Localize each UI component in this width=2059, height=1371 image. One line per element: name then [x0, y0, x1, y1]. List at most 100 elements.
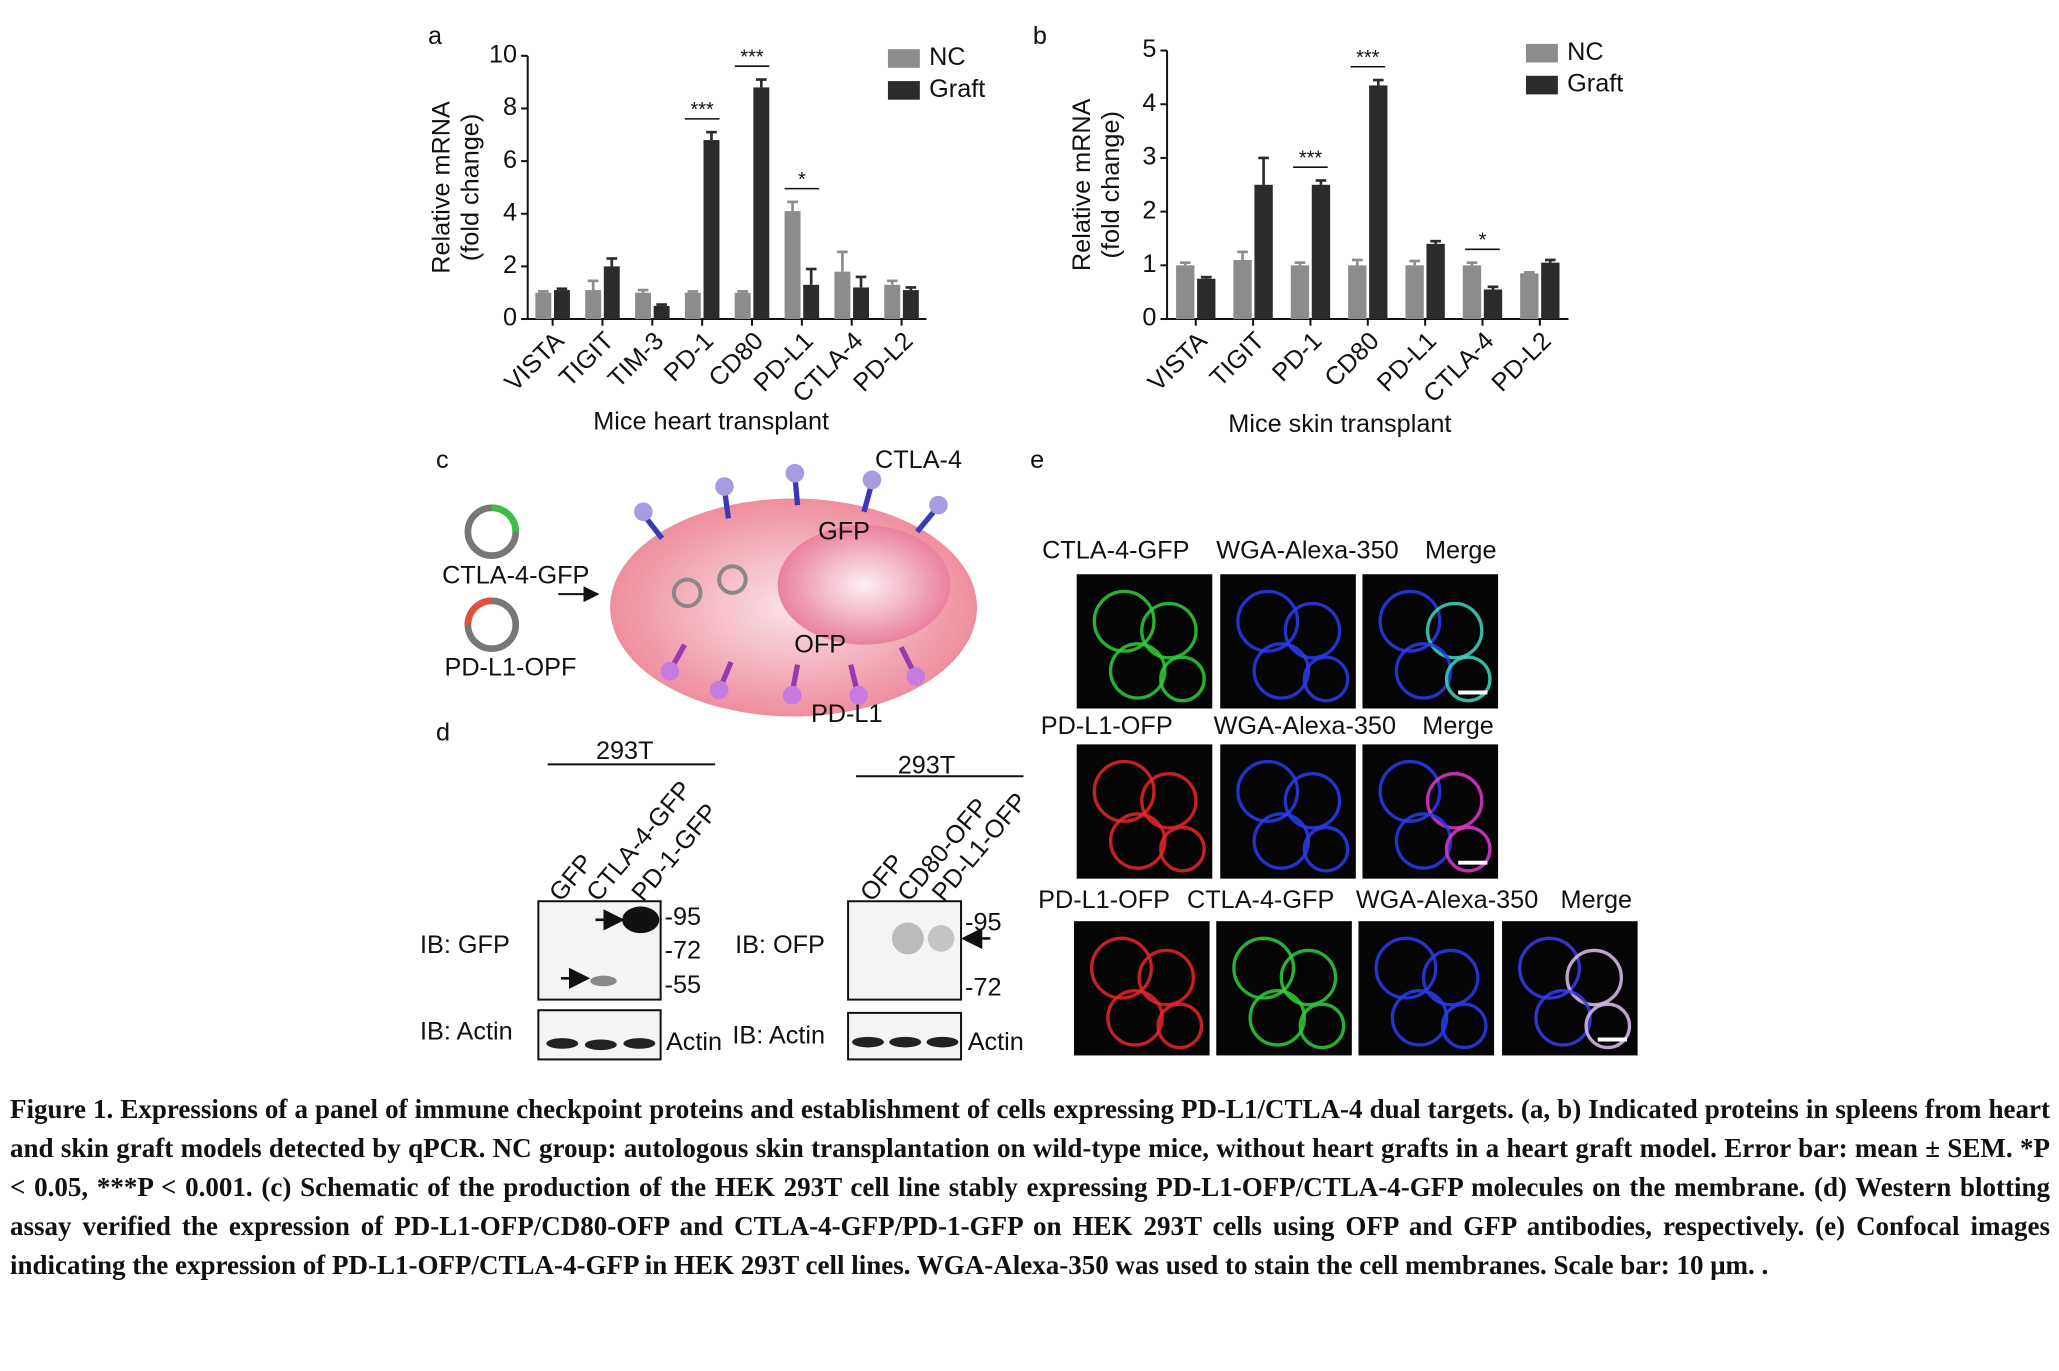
- western-blot: d 293T GFP CTLA-4-GFP PD-1-GFP -95 -72 -…: [420, 718, 1033, 1061]
- cell-outline: [1252, 812, 1311, 870]
- legend-swatch: [887, 49, 920, 68]
- bar: [1348, 265, 1367, 320]
- y-axis-label: Relative mRNA: [427, 101, 455, 274]
- marker-label: -72: [665, 936, 702, 964]
- diagram-label: OFP: [794, 631, 846, 659]
- cell-outline: [1444, 655, 1492, 703]
- y-tick-label: 0: [1142, 304, 1156, 332]
- ib-label: IB: OFP: [735, 931, 825, 959]
- plasmid: [671, 577, 703, 609]
- channel-label: CTLA-4-GFP: [1042, 536, 1189, 564]
- channel-label: CTLA-4-GFP: [1187, 886, 1334, 914]
- cell-outline: [1156, 1002, 1204, 1050]
- nucleus: [777, 525, 951, 645]
- panel-label: e: [1030, 446, 1044, 474]
- cell-outline: [1236, 589, 1300, 653]
- plasmid-insert: [491, 504, 520, 532]
- diagram-label: GFP: [818, 518, 870, 546]
- bar: [1520, 273, 1539, 320]
- bar: [1405, 265, 1424, 320]
- cell-outline: [1378, 759, 1442, 823]
- bar: [553, 290, 570, 320]
- x-tick-label: VISTA: [499, 327, 569, 397]
- x-tick-label: TIM-3: [603, 327, 669, 393]
- bar: [1197, 278, 1216, 320]
- cell-outline: [1298, 1002, 1346, 1050]
- plasmid-insert: [464, 597, 493, 625]
- significance-label: ***: [1299, 147, 1323, 169]
- panel-label: a: [428, 22, 443, 50]
- bar: [753, 87, 770, 320]
- bar: [1311, 184, 1331, 320]
- y-tick-label: 4: [1142, 89, 1156, 117]
- confocal: e CTLA-4-GFP WGA-Alexa-350 Merge PD-L1-O…: [1030, 446, 1638, 1056]
- bar: [784, 211, 801, 320]
- cell-outline: [1140, 601, 1198, 660]
- cell-outline: [1236, 759, 1300, 823]
- channel-label: PD-L1-OFP: [1041, 712, 1173, 740]
- significance-label: ***: [1356, 47, 1380, 69]
- bar: [1254, 184, 1273, 320]
- channel-label: Merge: [1425, 536, 1497, 564]
- cell-outline: [1108, 642, 1167, 700]
- diagram: c CTLA-4-GFP PD-L1-OPF CTLA-4 GFP OFP: [436, 446, 977, 728]
- cell-outline: [1425, 601, 1484, 660]
- panel-label: b: [1033, 22, 1047, 50]
- bar: [635, 292, 651, 320]
- marker-label: -72: [965, 974, 1002, 1002]
- bar: [1233, 259, 1252, 320]
- cell-outline: [1302, 825, 1350, 873]
- cell-outline: [1106, 989, 1164, 1047]
- bar: [902, 290, 919, 320]
- channel-label: WGA-Alexa-350: [1356, 886, 1538, 914]
- bar: [884, 284, 901, 320]
- cell-outline: [1425, 771, 1484, 830]
- cell-outline: [1283, 601, 1342, 660]
- cell-line-label: 293T: [596, 737, 654, 765]
- bar: [603, 266, 620, 320]
- significance-label: *: [1479, 230, 1487, 252]
- actin-label: Actin: [968, 1028, 1024, 1056]
- caption: Figure 1. Expressions of a panel of immu…: [10, 1094, 2050, 1280]
- cell-outline: [1140, 771, 1198, 830]
- cell-outline: [1394, 812, 1453, 870]
- y-tick-label: 1: [1142, 250, 1156, 278]
- marker-label: -55: [665, 971, 702, 999]
- actin-bands: [852, 1036, 959, 1048]
- marker-label: -95: [965, 909, 1002, 937]
- y-axis-label: Relative mRNA: [1068, 98, 1096, 271]
- blot: [537, 1009, 662, 1061]
- legend-swatch: [887, 81, 920, 100]
- cell-outline: [1248, 989, 1307, 1047]
- y-tick-label: 4: [503, 198, 517, 226]
- legend-label: NC: [1567, 38, 1603, 66]
- cell-outline: [1584, 1002, 1632, 1050]
- legend-label: Graft: [929, 75, 985, 103]
- cell-outline: [1137, 948, 1196, 1007]
- cell-outline: [1440, 1002, 1488, 1050]
- y-tick-label: 2: [503, 251, 517, 279]
- x-tick-label: PD-1: [1267, 327, 1327, 387]
- y-tick-label: 0: [503, 304, 517, 332]
- bar: [1290, 265, 1310, 320]
- significance-label: ***: [740, 47, 764, 69]
- bar: [653, 305, 670, 320]
- marker-label: -95: [665, 903, 702, 931]
- cell-outline: [1390, 989, 1449, 1047]
- legend-swatch: [1525, 75, 1558, 95]
- cell-outline: [1089, 936, 1153, 1000]
- panel-label: d: [436, 718, 450, 746]
- cell-outline: [1232, 936, 1296, 1000]
- cell-outline: [1159, 825, 1206, 873]
- y-axis-label: (fold change): [1097, 111, 1125, 258]
- ib-label: IB: Actin: [420, 1018, 513, 1046]
- plasmid-label: CTLA-4-GFP: [442, 562, 589, 590]
- y-tick-label: 2: [1142, 196, 1156, 224]
- channel-label: Merge: [1561, 886, 1633, 914]
- diagram-label: PD-L1: [811, 700, 883, 728]
- panel-label: c: [436, 446, 449, 474]
- plasmid: [717, 564, 748, 595]
- actin-bands: [546, 1038, 656, 1051]
- actin-label: Actin: [666, 1028, 722, 1056]
- cell-outline: [1302, 655, 1350, 703]
